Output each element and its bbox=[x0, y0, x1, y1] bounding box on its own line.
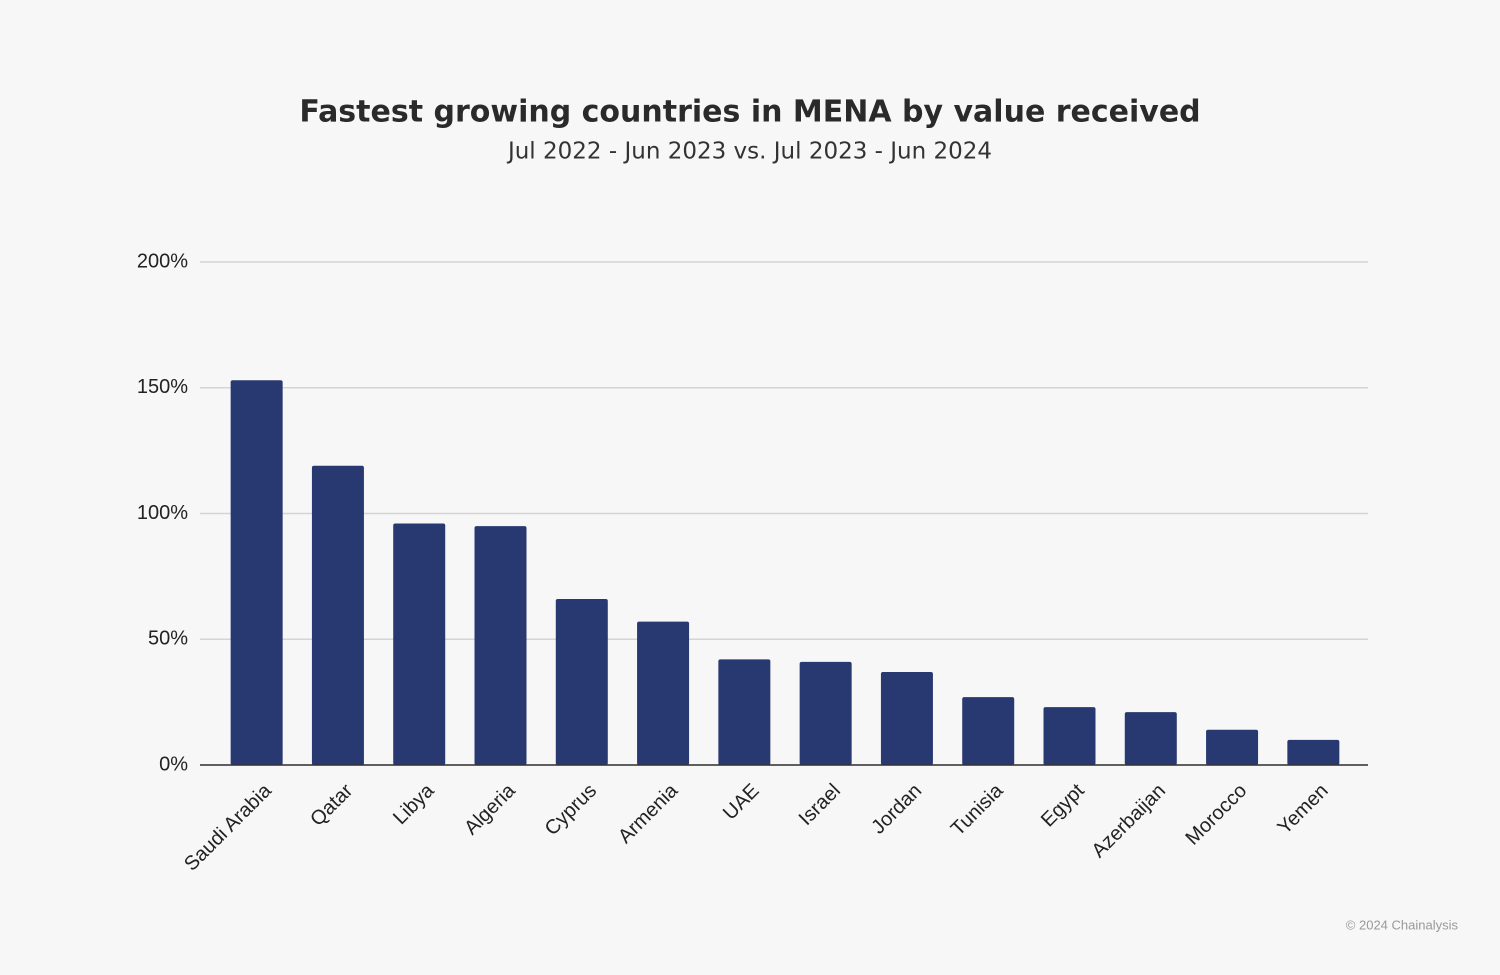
chart-subtitle: Jul 2022 - Jun 2023 vs. Jul 2023 - Jun 2… bbox=[506, 139, 992, 165]
credit: © 2024 Chainalysis bbox=[1346, 917, 1459, 932]
bar bbox=[311, 465, 364, 765]
bar bbox=[474, 526, 527, 765]
bar bbox=[555, 599, 608, 765]
y-tick-label: 200% bbox=[137, 250, 188, 272]
bar bbox=[1287, 739, 1340, 765]
y-tick-label: 0% bbox=[159, 753, 188, 775]
bar bbox=[880, 671, 933, 765]
bar bbox=[393, 523, 446, 765]
bar bbox=[1124, 712, 1177, 765]
bar bbox=[962, 697, 1015, 765]
y-tick-label: 150% bbox=[137, 376, 188, 398]
bar bbox=[1206, 729, 1259, 765]
bar bbox=[1043, 707, 1096, 765]
bar bbox=[799, 661, 852, 765]
bar bbox=[637, 621, 690, 765]
bar bbox=[230, 380, 283, 765]
bar bbox=[718, 659, 771, 765]
y-tick-label: 100% bbox=[137, 502, 188, 524]
chart-title: Fastest growing countries in MENA by val… bbox=[299, 95, 1200, 130]
y-tick-label: 50% bbox=[148, 628, 188, 650]
